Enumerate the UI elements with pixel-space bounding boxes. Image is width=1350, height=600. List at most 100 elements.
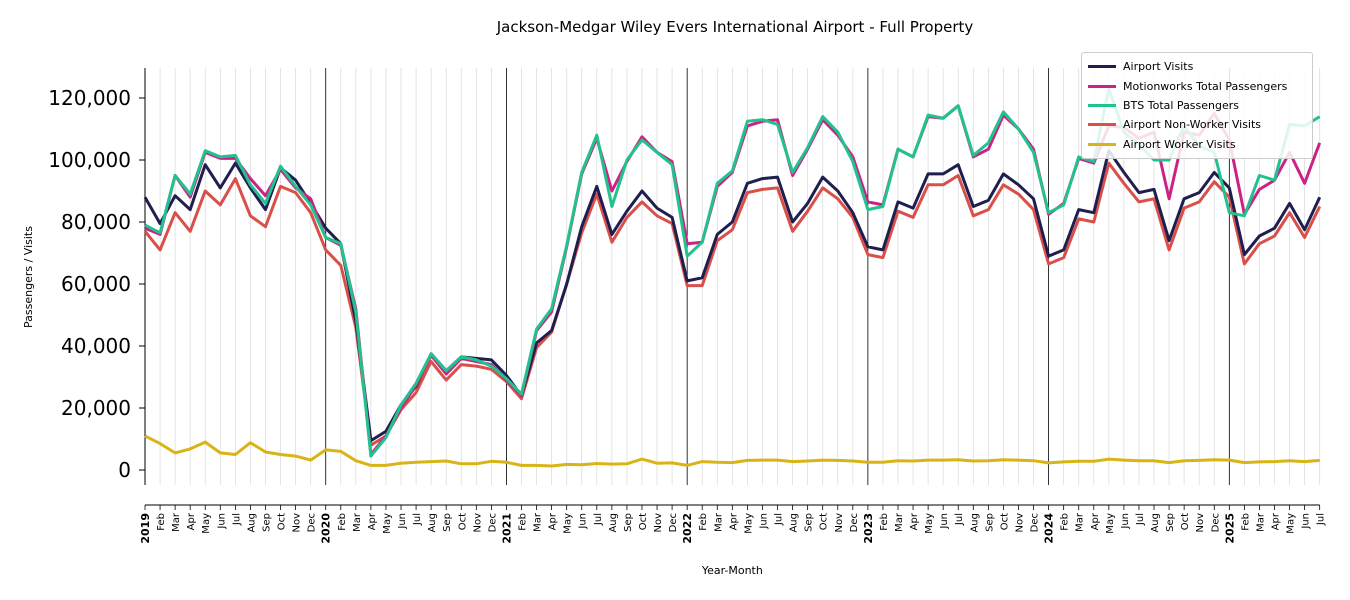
x-month-label: Jun (939, 513, 950, 530)
x-month-label: Nov (834, 513, 845, 533)
legend-swatch (1088, 103, 1116, 107)
legend-label: Motionworks Total Passengers (1123, 79, 1288, 93)
chart-title: Jackson-Medgar Wiley Evers International… (496, 18, 974, 36)
x-month-label: Apr (1271, 512, 1282, 530)
x-year-label: 2019 (139, 513, 152, 544)
x-month-label: Sep (984, 513, 995, 532)
x-month-label: Mar (352, 512, 363, 532)
x-month-label: May (201, 513, 212, 534)
x-month-label: Jul (593, 513, 604, 526)
x-month-label: Dec (307, 513, 318, 532)
y-tick-label: 60,000 (61, 272, 131, 296)
x-year-label: 2025 (1223, 513, 1236, 544)
x-month-label: May (1105, 513, 1116, 534)
x-month-label: Dec (668, 513, 679, 532)
x-month-label: Apr (909, 512, 920, 530)
x-month-label: Jun (397, 513, 408, 530)
x-month-label: Mar (894, 512, 905, 532)
x-month-label: Feb (518, 513, 529, 531)
series-layer (143, 87, 1322, 468)
y-tick-label: 120,000 (48, 86, 131, 110)
y-tick-label: 80,000 (61, 210, 131, 234)
x-month-label: Sep (1165, 513, 1176, 532)
x-month-label: Oct (638, 513, 649, 530)
legend-label: Airport Visits (1123, 60, 1194, 74)
legend-swatch (1088, 84, 1116, 88)
x-month-label: Sep (804, 513, 815, 532)
x-month-label: Oct (457, 513, 468, 530)
x-month-label: Sep (442, 513, 453, 532)
x-month-label: Nov (1195, 513, 1206, 533)
x-year-label: 2022 (681, 513, 694, 544)
legend-swatch (1088, 65, 1116, 69)
x-month-label: May (924, 513, 935, 534)
series-line-airport-worker-visits (144, 434, 1320, 468)
x-month-label: Nov (292, 513, 303, 533)
x-month-label: Jul (1135, 513, 1146, 526)
y-axis-title: Passengers / Visits (22, 226, 35, 328)
x-year-label: 2023 (862, 513, 875, 544)
x-month-label: Oct (819, 513, 830, 530)
x-month-label: Mar (713, 512, 724, 532)
x-month-label: Apr (367, 512, 378, 530)
legend-swatch (1088, 123, 1116, 127)
legend-label: BTS Total Passengers (1123, 98, 1240, 112)
y-tick-label: 20,000 (61, 396, 131, 420)
x-month-label: Jul (954, 513, 965, 526)
x-month-label: Jul (774, 513, 785, 526)
x-month-label: Jul (231, 513, 242, 526)
x-month-label: Aug (246, 513, 257, 533)
x-month-label: Oct (999, 513, 1010, 530)
x-month-label: Apr (728, 512, 739, 530)
x-month-label: Nov (1014, 513, 1025, 533)
x-month-label: May (382, 513, 393, 534)
x-month-label: Aug (1150, 513, 1161, 533)
x-month-label: Dec (1030, 513, 1041, 532)
x-month-label: Jun (578, 513, 589, 530)
x-month-label: Aug (789, 513, 800, 533)
x-month-label: Apr (548, 512, 559, 530)
legend-item: Airport Visits (1082, 57, 1312, 76)
x-month-label: Aug (608, 513, 619, 533)
legend-item: Motionworks Total Passengers (1082, 76, 1312, 95)
x-month-label: Jun (1120, 513, 1131, 530)
x-month-label: May (563, 513, 574, 534)
x-month-label: Mar (1255, 512, 1266, 532)
x-month-label: Sep (623, 513, 634, 532)
legend-item: BTS Total Passengers (1082, 96, 1312, 115)
x-year-label: 2024 (1043, 513, 1056, 544)
legend-item: Airport Worker Visits (1082, 135, 1312, 154)
legend-item: Airport Non-Worker Visits (1082, 115, 1312, 134)
x-month-label: May (1286, 513, 1297, 534)
x-month-label: Mar (533, 512, 544, 532)
x-month-label: Jul (1316, 513, 1327, 526)
x-month-label: Dec (487, 513, 498, 532)
x-month-label: Jun (1301, 513, 1312, 530)
x-month-label: Oct (277, 513, 288, 530)
x-month-label: Jul (412, 513, 423, 526)
x-month-label: Nov (653, 513, 664, 533)
labels-layer: 0 20,000 40,000 60,000 80,000 100,000 120,000 2… (22, 86, 1327, 577)
y-tick-label: 100,000 (48, 148, 131, 172)
series-line-airport-non-worker-visits (143, 161, 1322, 447)
x-year-label: 2020 (320, 513, 333, 544)
x-month-label: Mar (1075, 512, 1086, 532)
x-month-label: Sep (261, 513, 272, 532)
x-month-label: Feb (698, 513, 709, 531)
grid-layer (159, 68, 1321, 485)
x-axis-title: Year-Month (701, 564, 763, 577)
x-month-label: Nov (472, 513, 483, 533)
x-month-label: Feb (1060, 513, 1071, 531)
x-month-label: Dec (1210, 513, 1221, 532)
x-month-label: Apr (186, 512, 197, 530)
x-month-label: Feb (879, 513, 890, 531)
y-tick-label: 0 (118, 458, 131, 482)
y-tick-label: 40,000 (61, 334, 131, 358)
x-month-label: May (743, 513, 754, 534)
x-month-label: Aug (969, 513, 980, 533)
legend: Airport Visits Motionworks Total Passenge… (1081, 52, 1313, 159)
legend-label: Airport Worker Visits (1123, 137, 1236, 151)
axes-layer (139, 68, 1321, 510)
x-month-label: Mar (171, 512, 182, 532)
